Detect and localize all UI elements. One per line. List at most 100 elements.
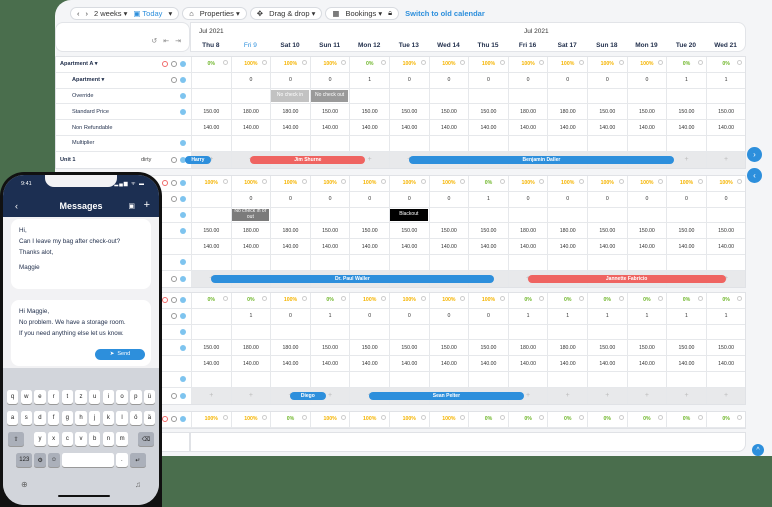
occupancy-cell[interactable]: 100% [349, 293, 389, 308]
keyboard-key[interactable]: ⚙ [34, 453, 46, 467]
reply-composer[interactable]: Hi Maggie, No problem. We have a storage… [11, 300, 151, 366]
occupancy-cell[interactable]: 0% [666, 57, 706, 72]
keyboard-key[interactable]: h [75, 411, 87, 425]
calendar-cell[interactable]: 140.00 [270, 120, 310, 135]
calendar-cell[interactable]: 150.00 [389, 340, 429, 356]
occupancy-cell[interactable]: 0% [349, 57, 389, 72]
calendar-cell[interactable] [191, 207, 231, 223]
calendar-cell[interactable]: 1 [705, 72, 746, 88]
calendar-cell[interactable] [309, 88, 350, 104]
pin-icon[interactable] [162, 416, 168, 423]
keyboard-key[interactable]: k [102, 411, 115, 425]
bookings-dropdown[interactable]: ▦ Bookings ▾ 🔒︎ [325, 6, 400, 20]
calendar-cell[interactable] [428, 136, 469, 151]
occupancy-cell[interactable]: 100% [428, 412, 469, 427]
settings-icon[interactable] [171, 416, 177, 423]
calendar-cell[interactable]: 0 [389, 72, 429, 88]
add-booking-cell[interactable]: + [230, 387, 271, 404]
calendar-cell[interactable] [428, 88, 469, 104]
note-icon[interactable] [380, 60, 386, 65]
keyboard-key[interactable]: ä [143, 411, 156, 425]
pin-icon[interactable] [162, 61, 168, 68]
note-icon[interactable] [222, 415, 228, 420]
calendar-cell[interactable]: 150.00 [349, 104, 389, 120]
help-icon[interactable] [180, 92, 186, 99]
calendar-cell[interactable] [507, 88, 548, 104]
calendar-cell[interactable]: 150.00 [705, 340, 746, 356]
help-icon[interactable] [180, 416, 186, 423]
globe-icon[interactable]: ⊕ [21, 480, 28, 489]
calendar-cell[interactable] [230, 207, 271, 223]
note-icon[interactable] [618, 179, 624, 184]
calendar-cell[interactable] [547, 136, 587, 151]
booking-bar[interactable]: Diego [290, 391, 326, 400]
calendar-cell[interactable]: 1 [587, 308, 627, 324]
note-icon[interactable] [222, 60, 228, 65]
calendar-cell[interactable] [309, 207, 350, 223]
occupancy-cell[interactable]: 0% [587, 293, 627, 308]
calendar-cell[interactable]: 0 [547, 191, 587, 207]
calendar-cell[interactable]: 150.00 [191, 104, 231, 120]
calendar-cell[interactable]: 140.00 [309, 239, 350, 254]
calendar-cell[interactable]: 180.00 [270, 340, 310, 356]
occupancy-cell[interactable]: 0% [270, 412, 310, 427]
occupancy-cell[interactable]: 100% [389, 412, 429, 427]
calendar-cell[interactable]: 140.00 [626, 356, 667, 371]
occupancy-cell[interactable]: 100% [270, 293, 310, 308]
calendar-cell[interactable] [230, 136, 271, 151]
calendar-cell[interactable]: 150.00 [666, 340, 706, 356]
calendar-cell[interactable] [705, 88, 746, 104]
calendar-cell[interactable]: 140.00 [191, 120, 231, 135]
note-icon[interactable] [658, 60, 664, 65]
calendar-cell[interactable]: 150.00 [587, 223, 627, 239]
note-icon[interactable] [420, 60, 426, 65]
add-booking-cell[interactable]: + [626, 387, 667, 404]
calendar-cell[interactable] [705, 372, 746, 387]
settings-icon[interactable] [171, 61, 177, 68]
calendar-cell[interactable]: 0 [626, 191, 667, 207]
add-booking-cell[interactable]: + [705, 387, 746, 404]
send-button[interactable]: ➤ Send [95, 349, 145, 360]
restriction-block[interactable]: No check out [310, 89, 349, 103]
keyboard-key[interactable]: ☺ [48, 453, 60, 467]
calendar-cell[interactable] [666, 88, 706, 104]
calendar-cell[interactable] [349, 207, 389, 223]
calendar-cell[interactable]: 150.00 [587, 104, 627, 120]
occupancy-cell[interactable]: 100% [309, 412, 350, 427]
occupancy-cell[interactable]: 0% [230, 293, 271, 308]
calendar-cell[interactable] [270, 136, 310, 151]
today-button[interactable]: ▣ Today [133, 8, 163, 18]
scroll-left-button[interactable]: ‹ [747, 168, 762, 183]
calendar-cell[interactable] [705, 255, 746, 270]
note-icon[interactable] [420, 415, 426, 420]
settings-icon[interactable] [171, 196, 177, 203]
calendar-cell[interactable]: 1 [547, 308, 587, 324]
calendar-cell[interactable]: 140.00 [428, 239, 469, 254]
calendar-cell[interactable]: 140.00 [349, 239, 389, 254]
calendar-cell[interactable] [547, 324, 587, 340]
occupancy-cell[interactable]: 0% [626, 412, 667, 427]
occupancy-cell[interactable]: 100% [547, 176, 587, 191]
calendar-cell[interactable] [191, 88, 231, 104]
calendar-cell[interactable]: 0 [349, 308, 389, 324]
note-icon[interactable] [658, 296, 664, 301]
calendar-cell[interactable] [389, 136, 429, 151]
calendar-cell[interactable]: 180.00 [507, 223, 548, 239]
calendar-cell[interactable] [428, 207, 469, 223]
help-icon[interactable] [180, 77, 186, 84]
note-icon[interactable] [578, 179, 584, 184]
note-icon[interactable] [262, 179, 268, 184]
calendar-cell[interactable]: 140.00 [587, 120, 627, 135]
occupancy-cell[interactable]: 100% [705, 176, 746, 191]
occupancy-cell[interactable]: 100% [191, 176, 231, 191]
note-icon[interactable] [499, 60, 505, 65]
dragdrop-dropdown[interactable]: ✥ Drag & drop ▾ [249, 6, 323, 20]
calendar-cell[interactable]: 180.00 [230, 223, 271, 239]
calendar-cell[interactable]: 150.00 [626, 223, 667, 239]
calendar-cell[interactable] [428, 324, 469, 340]
calendar-cell[interactable]: 1 [309, 308, 350, 324]
pin-icon[interactable] [162, 180, 168, 187]
calendar-cell[interactable]: 1 [230, 308, 271, 324]
calendar-cell[interactable]: 0 [547, 72, 587, 88]
add-booking-cell[interactable]: + [705, 151, 746, 168]
